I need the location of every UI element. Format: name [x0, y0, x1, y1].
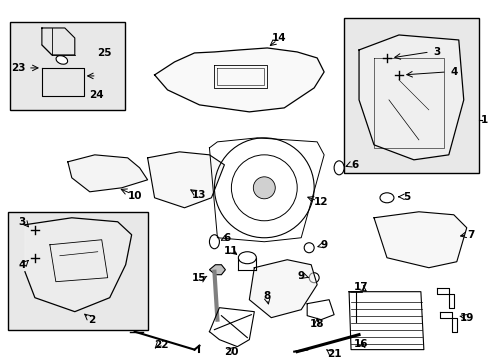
Polygon shape: [154, 48, 324, 112]
Bar: [8, 212, 147, 330]
Text: 21: 21: [326, 348, 341, 359]
Text: 3: 3: [18, 217, 25, 227]
Text: 9: 9: [297, 271, 304, 281]
Polygon shape: [358, 35, 463, 160]
Text: 1: 1: [480, 115, 488, 125]
Bar: [344, 18, 478, 173]
Text: 13: 13: [192, 190, 206, 200]
Polygon shape: [249, 260, 317, 318]
Text: 20: 20: [224, 347, 238, 357]
Bar: [10, 22, 124, 110]
Text: 3: 3: [432, 47, 440, 57]
Text: 11: 11: [224, 246, 238, 256]
Text: 4: 4: [18, 260, 25, 270]
Text: 15: 15: [192, 273, 206, 283]
Text: 19: 19: [459, 313, 473, 323]
Text: 23: 23: [11, 63, 25, 73]
Ellipse shape: [379, 193, 393, 203]
Polygon shape: [209, 265, 225, 275]
Text: 14: 14: [271, 33, 286, 43]
Text: 25: 25: [97, 48, 112, 58]
Text: 12: 12: [313, 197, 328, 207]
Text: 9: 9: [320, 240, 327, 250]
Text: 24: 24: [89, 90, 104, 100]
Text: 6: 6: [224, 233, 230, 243]
Ellipse shape: [209, 235, 219, 249]
Polygon shape: [373, 212, 466, 268]
Text: 6: 6: [351, 160, 358, 170]
Text: 17: 17: [353, 282, 367, 292]
Circle shape: [253, 177, 275, 199]
Text: 2: 2: [88, 315, 95, 325]
Text: 18: 18: [309, 319, 324, 329]
Text: 22: 22: [154, 339, 168, 350]
Polygon shape: [147, 152, 224, 208]
Ellipse shape: [56, 56, 67, 64]
Text: 16: 16: [353, 339, 367, 348]
Text: 4: 4: [449, 67, 457, 77]
Text: 7: 7: [466, 230, 473, 240]
Text: 10: 10: [127, 191, 142, 201]
Polygon shape: [25, 218, 131, 312]
Ellipse shape: [333, 161, 344, 175]
Text: 5: 5: [403, 192, 410, 202]
Ellipse shape: [238, 252, 256, 264]
Polygon shape: [68, 155, 147, 192]
Text: 8: 8: [263, 291, 270, 301]
